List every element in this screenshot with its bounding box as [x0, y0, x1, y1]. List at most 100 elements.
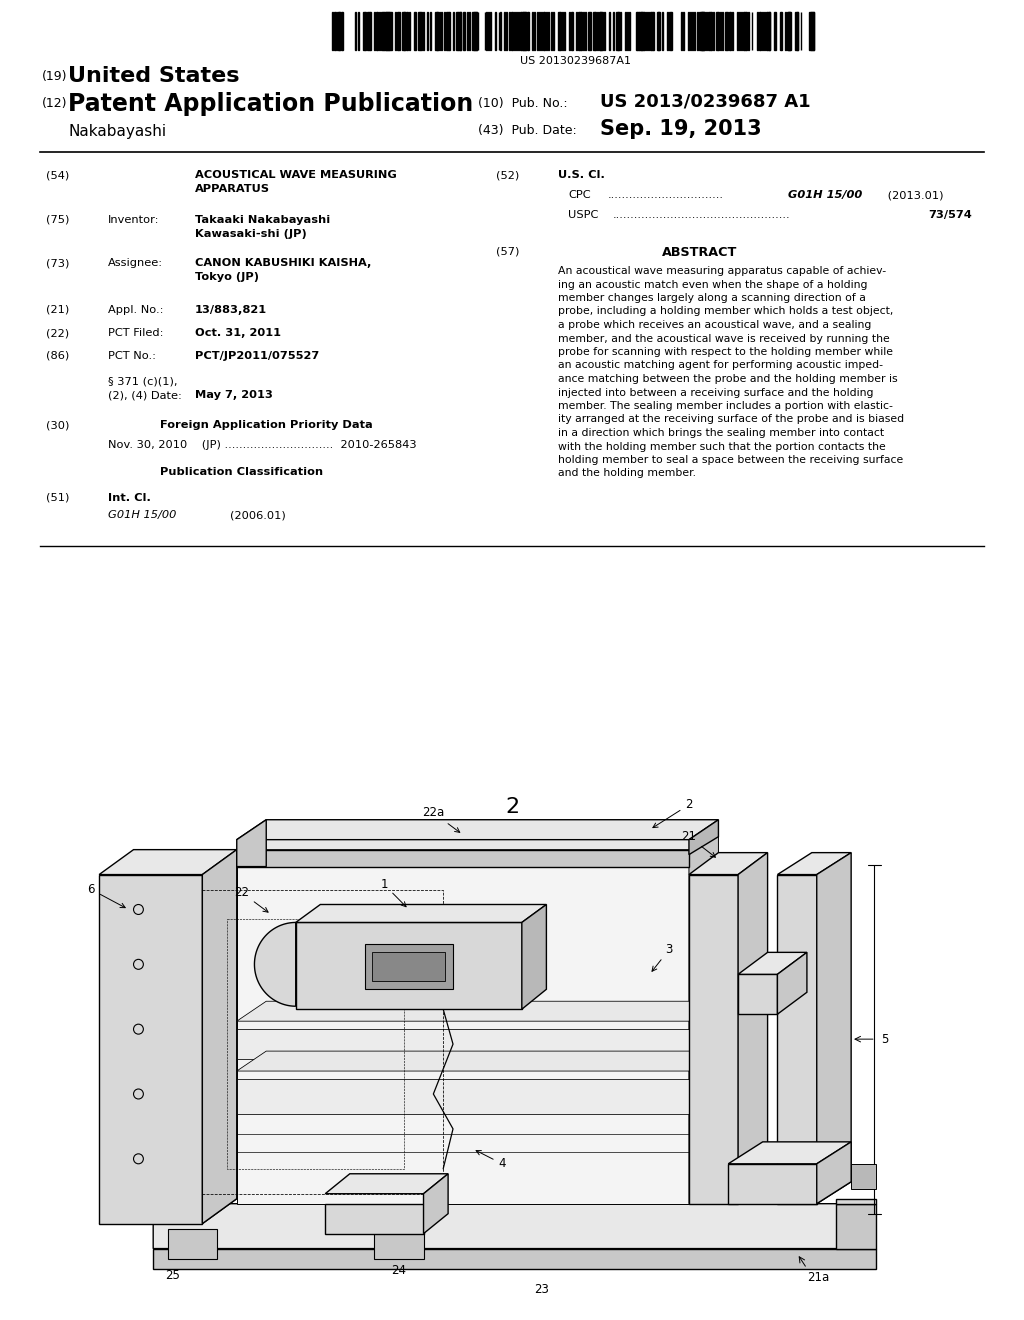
Text: 2: 2 [653, 799, 692, 828]
Bar [525, 12, 526, 50]
Bar [402, 12, 404, 50]
Bar [578, 12, 579, 50]
Bar [722, 12, 723, 50]
Polygon shape [254, 923, 296, 1006]
Text: ance matching between the probe and the holding member is: ance matching between the probe and the … [558, 374, 898, 384]
Polygon shape [237, 1051, 719, 1071]
Text: member, and the acoustical wave is received by running the: member, and the acoustical wave is recei… [558, 334, 890, 343]
Text: 5: 5 [881, 1032, 888, 1045]
Bar [435, 12, 438, 50]
Text: APPARATUS: APPARATUS [195, 183, 270, 194]
Text: Int. Cl.: Int. Cl. [108, 492, 151, 503]
Text: ................................: ................................ [608, 190, 724, 201]
Polygon shape [154, 1204, 876, 1249]
Text: Appl. No.:: Appl. No.: [108, 305, 164, 315]
Polygon shape [689, 820, 719, 854]
Bar [580, 12, 581, 50]
Bar [398, 12, 399, 50]
Bar [342, 12, 343, 50]
Text: USPC: USPC [568, 210, 598, 220]
Text: United States: United States [68, 66, 240, 86]
Polygon shape [373, 952, 445, 981]
Polygon shape [99, 1199, 237, 1224]
Text: probe, including a holding member which holds a test object,: probe, including a holding member which … [558, 306, 893, 317]
Polygon shape [154, 1249, 876, 1269]
Bar [744, 12, 745, 50]
Text: CPC: CPC [568, 190, 591, 201]
Bar [334, 12, 336, 50]
Bar [364, 12, 365, 50]
Bar [656, 12, 659, 50]
Bar [788, 12, 790, 50]
Text: An acoustical wave measuring apparatus capable of achiev-: An acoustical wave measuring apparatus c… [558, 267, 886, 276]
Bar [648, 12, 649, 50]
Bar [759, 12, 760, 50]
Bar [718, 12, 719, 50]
Bar [545, 12, 546, 50]
Polygon shape [326, 1173, 449, 1193]
Text: injected into between a receiving surface and the holding: injected into between a receiving surfac… [558, 388, 873, 397]
Text: an acoustic matching agent for performing acoustic imped-: an acoustic matching agent for performin… [558, 360, 883, 371]
Polygon shape [689, 830, 719, 1204]
Polygon shape [365, 944, 453, 989]
Bar [506, 12, 507, 50]
Bar [386, 12, 389, 50]
Bar [706, 12, 707, 50]
Bar [388, 12, 390, 50]
Bar [582, 12, 583, 50]
Bar [458, 12, 461, 50]
Bar [381, 12, 383, 50]
Bar [625, 12, 627, 50]
Bar [395, 12, 396, 50]
Bar [444, 12, 445, 50]
Bar [641, 12, 643, 50]
Text: 2: 2 [505, 797, 519, 817]
Text: 13/883,821: 13/883,821 [195, 305, 267, 315]
Text: Tokyo (JP): Tokyo (JP) [195, 272, 259, 282]
Text: and the holding member.: and the holding member. [558, 469, 696, 479]
Bar [558, 12, 559, 50]
Bar [725, 12, 728, 50]
Text: (75): (75) [46, 215, 70, 224]
Polygon shape [237, 1002, 719, 1022]
Text: Foreign Application Priority Data: Foreign Application Priority Data [160, 420, 373, 430]
Bar [791, 12, 792, 50]
Bar [495, 12, 497, 50]
Bar [427, 12, 428, 50]
Polygon shape [738, 853, 768, 1204]
Bar [813, 12, 814, 50]
Bar [651, 12, 652, 50]
Bar [511, 12, 513, 50]
Text: 3: 3 [652, 942, 673, 972]
Text: (21): (21) [46, 305, 70, 315]
Polygon shape [728, 1142, 851, 1164]
Text: 22a: 22a [422, 807, 460, 833]
Text: May 7, 2013: May 7, 2013 [195, 389, 272, 400]
Polygon shape [296, 904, 547, 923]
Text: Kawasaki-shi (JP): Kawasaki-shi (JP) [195, 228, 307, 239]
Polygon shape [851, 1164, 876, 1189]
Polygon shape [777, 853, 851, 875]
Bar [563, 12, 565, 50]
Text: § 371 (c)(1),: § 371 (c)(1), [108, 376, 177, 385]
Text: (2), (4) Date:: (2), (4) Date: [108, 389, 182, 400]
Bar [784, 12, 786, 50]
Bar [457, 12, 458, 50]
Polygon shape [168, 1229, 217, 1258]
Bar [700, 12, 703, 50]
Text: (86): (86) [46, 351, 70, 360]
Polygon shape [424, 1173, 449, 1234]
Text: member. The sealing member includes a portion with elastic-: member. The sealing member includes a po… [558, 401, 893, 411]
Polygon shape [237, 1078, 689, 1114]
Bar [418, 12, 420, 50]
Polygon shape [777, 952, 807, 1014]
Bar [762, 12, 763, 50]
Text: ACOUSTICAL WAVE MEASURING: ACOUSTICAL WAVE MEASURING [195, 170, 396, 180]
Text: 21: 21 [681, 830, 716, 857]
Text: PCT No.:: PCT No.: [108, 351, 156, 360]
Bar [690, 12, 691, 50]
Text: Takaaki Nakabayashi: Takaaki Nakabayashi [195, 215, 331, 224]
Polygon shape [237, 854, 689, 1204]
Polygon shape [237, 850, 689, 867]
Text: ABSTRACT: ABSTRACT [663, 246, 737, 259]
